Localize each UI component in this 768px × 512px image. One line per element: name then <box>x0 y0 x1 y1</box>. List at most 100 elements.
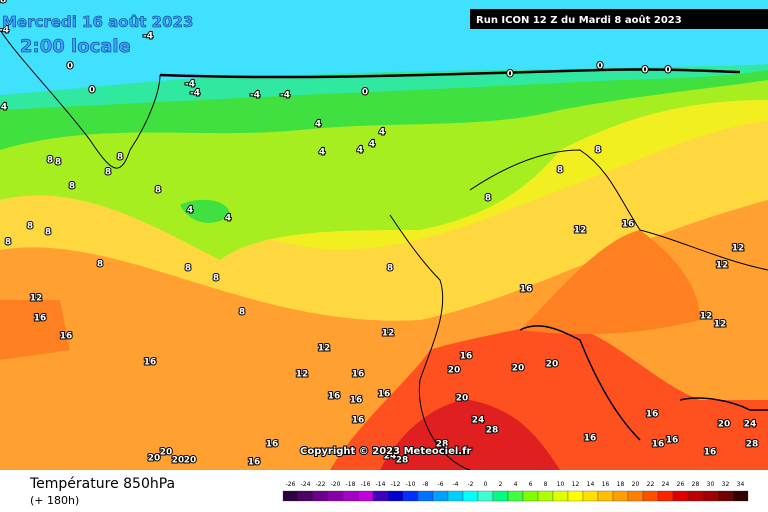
legend-swatch <box>492 490 509 502</box>
contour-label: 12 <box>732 244 745 254</box>
legend-swatch <box>552 490 569 502</box>
legend-swatch <box>342 490 359 502</box>
legend-label: 34 <box>737 481 745 488</box>
legend-swatch <box>522 490 539 502</box>
contour-label: 16 <box>622 220 635 230</box>
legend-label: -2 <box>468 481 474 488</box>
legend-swatch <box>627 490 644 502</box>
legend-label: 18 <box>617 481 625 488</box>
legend-swatch <box>357 490 374 502</box>
contour-label: 8 <box>239 308 245 318</box>
legend-label: 4 <box>514 481 518 488</box>
contour-label: 16 <box>666 436 679 446</box>
legend-label: -18 <box>346 481 356 488</box>
contour-label: 20 <box>160 448 173 458</box>
legend-label: 14 <box>587 481 595 488</box>
contour-label: 8 <box>105 168 111 178</box>
contour-label: 28 <box>746 440 759 450</box>
contour-label: 16 <box>144 358 157 368</box>
legend-label: 16 <box>602 481 610 488</box>
legend-swatch <box>702 490 719 502</box>
contour-label: 0 <box>89 86 95 96</box>
contour-label: 20 <box>718 420 731 430</box>
contour-label: 16 <box>266 440 279 450</box>
contour-label: 28 <box>486 426 499 436</box>
legend-swatch <box>687 490 704 502</box>
contour-label: 28 <box>396 456 409 466</box>
contour-label: 28 <box>436 440 449 450</box>
contour-label: 16 <box>460 352 473 362</box>
legend-label: -14 <box>376 481 386 488</box>
legend-label: -4 <box>453 481 459 488</box>
legend-label: -22 <box>316 481 326 488</box>
contour-label: 16 <box>328 392 341 402</box>
contour-label: 8 <box>185 264 191 274</box>
contour-label: 8 <box>595 146 601 156</box>
legend-label: 2 <box>499 481 503 488</box>
run-box <box>470 9 768 29</box>
contour-label: 8 <box>45 228 51 238</box>
contour-label: 8 <box>155 186 161 196</box>
legend-label: 6 <box>529 481 533 488</box>
legend-label: 8 <box>544 481 548 488</box>
contour-label: 20 <box>172 456 185 466</box>
legend-label: 12 <box>572 481 580 488</box>
legend-swatch <box>582 490 599 502</box>
contour-label: 0 <box>507 70 513 80</box>
legend: -26 -24 -22 -20 -18 -16 -14 -12 -10 -8 -6 -4 -2 0 2 4 6 8… <box>282 481 749 502</box>
legend-swatch <box>372 490 389 502</box>
legend-swatch <box>672 490 689 502</box>
copyright: Copyright © 2023 Meteociel.fr <box>300 446 471 457</box>
contour-label: 12 <box>716 261 729 271</box>
contour-label: 16 <box>352 370 365 380</box>
legend-swatch <box>402 490 419 502</box>
contour-label: 20 <box>456 394 469 404</box>
legend-swatch <box>477 490 494 502</box>
contour-label: -4 <box>280 91 290 101</box>
contour-label: 20 <box>448 366 461 376</box>
contour-label: -4 <box>185 80 195 90</box>
forecast-date: Mercredi 16 août 2023 <box>2 13 193 31</box>
legend-label: 0 <box>484 481 488 488</box>
contour-label: 16 <box>60 332 73 342</box>
legend-label: -10 <box>406 481 416 488</box>
contour-label: 12 <box>382 329 395 339</box>
legend-label: -20 <box>331 481 341 488</box>
contour-label: 12 <box>700 312 713 322</box>
contour-label: 0 <box>642 66 648 76</box>
legend-swatch <box>417 490 434 502</box>
contour-label: 16 <box>248 458 261 468</box>
legend-swatch <box>432 490 449 502</box>
legend-swatch <box>732 490 749 502</box>
contour-label: 16 <box>704 448 717 458</box>
contour-label: 16 <box>34 314 47 324</box>
contour-label: 8 <box>47 156 53 166</box>
contour-label: 20 <box>148 454 161 464</box>
legend-label: -16 <box>361 481 371 488</box>
contour-label: 4 <box>225 214 231 224</box>
contour-label: 16 <box>646 410 659 420</box>
forecast-time: 2:00 locale <box>20 36 131 57</box>
contour-label: 8 <box>5 238 11 248</box>
contour-label: 24 <box>744 420 757 430</box>
legend-label: -24 <box>301 481 311 488</box>
contour-label: 8 <box>55 158 61 168</box>
contour-label: 12 <box>714 320 727 330</box>
legend-label: 32 <box>722 481 730 488</box>
contour-label: -4 <box>143 32 153 42</box>
legend-swatch <box>717 490 734 502</box>
contour-label: 16 <box>352 416 365 426</box>
legend-swatch <box>312 490 329 502</box>
legend-label: 10 <box>557 481 565 488</box>
contour-label: 12 <box>296 370 309 380</box>
contour-label: 4 <box>315 120 321 130</box>
legend-swatch <box>597 490 614 502</box>
contour-label: 8 <box>27 222 33 232</box>
contour-label: 16 <box>378 390 391 400</box>
contour-label: -4 <box>190 89 200 99</box>
contour-label: 12 <box>30 294 43 304</box>
contour-label: 20 <box>512 364 525 374</box>
contour-label: 8 <box>117 153 123 163</box>
contour-label: 4 <box>187 206 193 216</box>
legend-swatch <box>462 490 479 502</box>
